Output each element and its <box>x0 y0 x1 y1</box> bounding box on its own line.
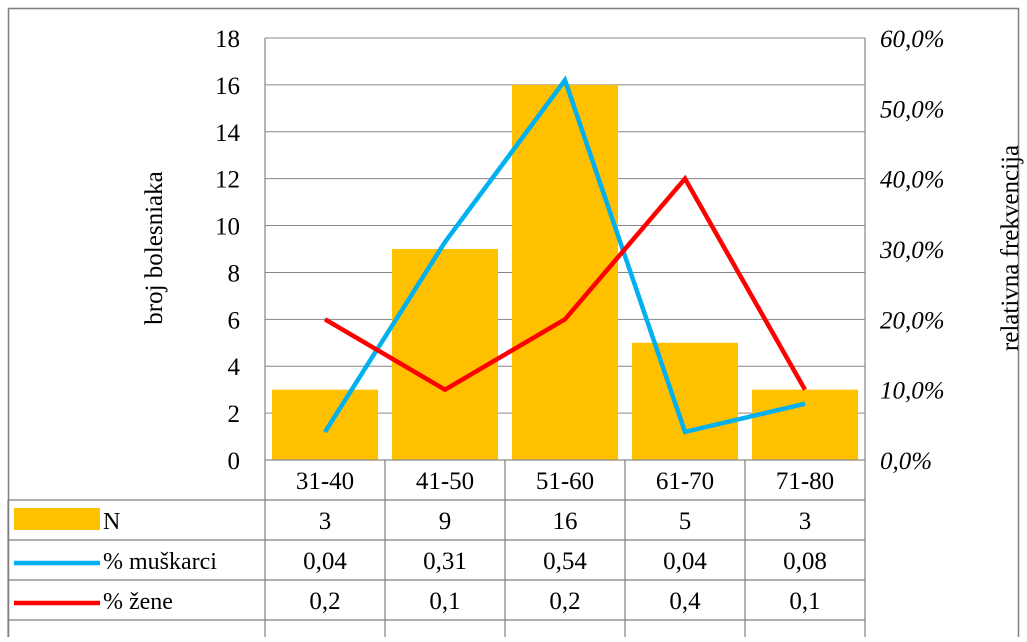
table-cell: 3 <box>799 508 812 535</box>
table-cell: 16 <box>553 508 578 535</box>
table-cell: 0,1 <box>429 588 460 615</box>
y2-tick-label: 40,0% <box>880 167 945 194</box>
y2-tick-label: 0,0% <box>880 448 932 475</box>
table-cell: 3 <box>319 508 332 535</box>
y-tick-label: 10 <box>215 214 240 241</box>
legend-bar-key <box>14 508 100 530</box>
bar-31-40 <box>272 390 378 460</box>
table-cell: 0,04 <box>663 548 707 575</box>
table-cell: 9 <box>439 508 452 535</box>
y-tick-label: 8 <box>228 260 241 287</box>
y2-axis-label: relativna frekvencija <box>997 145 1024 351</box>
y2-tick-label: 10,0% <box>880 378 945 405</box>
x-tick-label: 31-40 <box>296 468 354 495</box>
y-tick-label: 18 <box>215 26 240 53</box>
y2-tick-label: 60,0% <box>880 26 945 53</box>
x-tick-label: 41-50 <box>416 468 474 495</box>
table-cell: 0,54 <box>543 548 587 575</box>
table-cell: 0,2 <box>309 588 340 615</box>
x-tick-label: 51-60 <box>536 468 594 495</box>
table-cell: 0,04 <box>303 548 347 575</box>
x-tick-label: 71-80 <box>776 468 834 495</box>
y-axis-label: broj bolesniaka <box>141 171 168 324</box>
table-cell: 5 <box>679 508 692 535</box>
y-tick-label: 12 <box>215 167 240 194</box>
y-tick-label: 16 <box>215 73 240 100</box>
table-cell: 0,4 <box>669 588 701 615</box>
y-tick-label: 14 <box>215 120 241 147</box>
bar-41-50 <box>392 249 498 460</box>
legend-label-n: N <box>103 509 120 535</box>
y-tick-label: 6 <box>228 307 241 334</box>
table-cell: 0,2 <box>549 588 580 615</box>
y2-tick-label: 30,0% <box>879 237 945 264</box>
table-cell: 0,31 <box>423 548 467 575</box>
bar-61-70 <box>632 343 738 460</box>
table-cell: 0,08 <box>783 548 827 575</box>
x-tick-label: 61-70 <box>656 468 714 495</box>
y-tick-label: 4 <box>228 354 241 381</box>
y2-tick-label: 20,0% <box>880 307 945 334</box>
y-tick-label: 0 <box>228 448 241 475</box>
legend-label-zene: % žene <box>103 589 173 615</box>
y2-tick-label: 50,0% <box>880 96 945 123</box>
bar-71-80 <box>752 390 858 460</box>
legend-label-muskarci: % muškarci <box>103 549 217 575</box>
table-cell: 0,1 <box>789 588 820 615</box>
y-tick-label: 2 <box>228 401 241 428</box>
